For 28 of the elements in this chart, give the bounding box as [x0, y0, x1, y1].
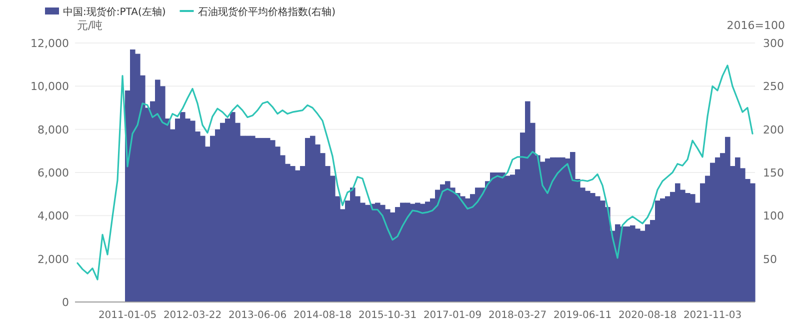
legend-label: 中国:现货价:PTA(左轴) [63, 6, 166, 18]
y2-tick-label: 100 [763, 210, 784, 223]
y-tick-label: 2,000 [38, 252, 69, 266]
x-tick-label: 2019-06-11 [553, 310, 612, 321]
line-series [76, 64, 754, 280]
x-tick-label: 2014-08-18 [293, 310, 352, 321]
y-tick-label: 10,000 [30, 80, 69, 94]
y-tick-label: 12,000 [30, 37, 69, 50]
y-tick-label: 4,000 [38, 210, 69, 223]
x-tick-label: 2011-01-05 [98, 310, 157, 321]
x-tick-label: 2021-11-03 [683, 310, 742, 321]
x-tick-label: 2020-08-18 [618, 310, 677, 321]
y2-axis-title: 2016=100 [726, 19, 785, 32]
y2-tick-label: 250 [763, 80, 784, 94]
legend-label: 石油现货价平均价格指数(右轴) [198, 6, 336, 18]
y2-tick-label: 150 [763, 166, 784, 180]
y2-tick-label: 200 [763, 123, 784, 136]
y-tick-label: 0 [62, 296, 69, 309]
x-tick-label: 2013-06-06 [228, 310, 287, 321]
y2-tick-label: 300 [763, 37, 784, 50]
y-tick-label: 6,000 [38, 166, 69, 180]
y-axis-title: 元/吨 [77, 19, 103, 32]
x-tick-label: 2015-10-31 [358, 310, 417, 321]
x-tick-label: 2012-03-22 [163, 310, 222, 321]
x-tick-label: 2018-03-27 [488, 310, 547, 321]
x-tick-label: 2017-01-09 [423, 310, 482, 321]
y-tick-label: 8,000 [38, 123, 69, 136]
y2-tick-label: 50 [763, 252, 777, 266]
